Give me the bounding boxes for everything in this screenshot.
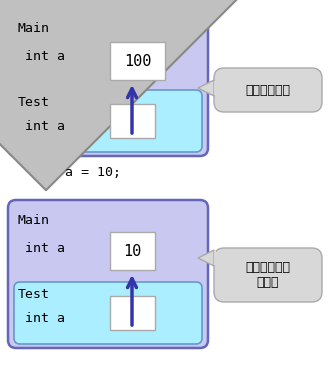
Text: 値を参照する: 値を参照する <box>246 84 290 97</box>
FancyBboxPatch shape <box>214 248 322 302</box>
Text: int a: int a <box>25 50 65 63</box>
Text: a = 10;: a = 10; <box>65 165 121 178</box>
Bar <box>110 42 165 80</box>
Text: Test: Test <box>18 96 50 109</box>
Text: 100: 100 <box>124 54 151 68</box>
FancyBboxPatch shape <box>8 200 208 348</box>
Bar <box>110 232 155 270</box>
FancyBboxPatch shape <box>14 90 202 152</box>
FancyBboxPatch shape <box>214 68 322 112</box>
Polygon shape <box>198 80 214 96</box>
Text: int a: int a <box>25 242 65 255</box>
FancyBboxPatch shape <box>8 8 208 156</box>
Text: Main: Main <box>18 22 50 35</box>
Text: Test: Test <box>18 288 50 301</box>
Text: int a: int a <box>25 312 65 325</box>
Text: こっちの値が
変わる: こっちの値が 変わる <box>246 261 290 289</box>
Polygon shape <box>214 251 216 265</box>
Text: 10: 10 <box>123 243 142 259</box>
Text: Main: Main <box>18 214 50 227</box>
Bar <box>110 296 155 330</box>
FancyBboxPatch shape <box>14 282 202 344</box>
Polygon shape <box>198 250 214 266</box>
Bar <box>110 104 155 138</box>
Polygon shape <box>214 81 216 95</box>
Text: int a: int a <box>25 120 65 133</box>
